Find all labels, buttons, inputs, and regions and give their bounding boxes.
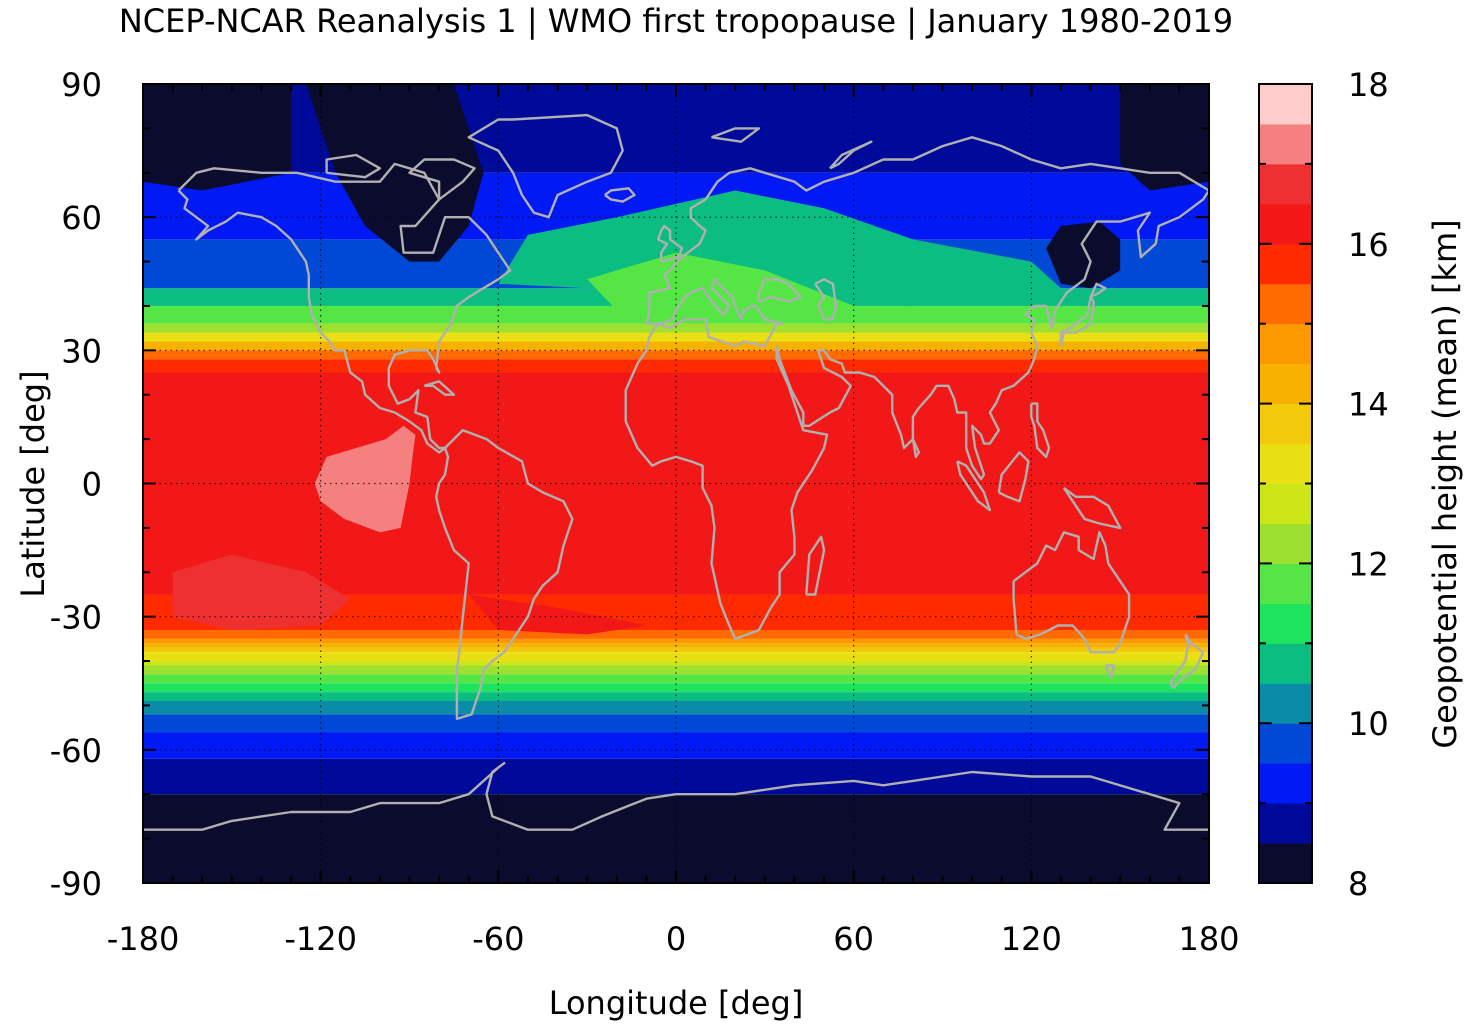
coastline-svalbard bbox=[711, 127, 761, 143]
colorbar-segment-9 bbox=[1259, 483, 1312, 524]
x-axis-label: Longitude [deg] bbox=[549, 984, 804, 1022]
x-tick-label: 120 bbox=[1001, 920, 1062, 958]
x-tick-label: 0 bbox=[666, 920, 686, 958]
coastline-south-america bbox=[435, 429, 574, 720]
y-tick-label: 60 bbox=[61, 199, 102, 237]
colorbar-label: Geopotential height (mean) [km] bbox=[1426, 219, 1464, 748]
coastline-australia bbox=[1012, 531, 1131, 654]
arctic-west-minimum bbox=[143, 84, 292, 191]
coastline-novaya-zemlya bbox=[829, 140, 873, 170]
colorbar-segment-7 bbox=[1259, 563, 1312, 604]
coastline-new-zealand bbox=[1169, 633, 1205, 689]
coastline-caspian bbox=[814, 278, 838, 321]
field-band-13 bbox=[143, 638, 1209, 644]
colorbar-tick-label: 16 bbox=[1348, 226, 1389, 264]
coastline-eurasia-africa bbox=[624, 136, 1209, 641]
colorbar-segment-2 bbox=[1259, 763, 1312, 804]
coastline-antarctica bbox=[143, 761, 1209, 831]
colorbar bbox=[1259, 84, 1312, 884]
east-asia-minimum bbox=[1046, 221, 1121, 289]
colorbar-tick-label: 14 bbox=[1348, 386, 1389, 424]
coastline-madagascar bbox=[805, 535, 826, 596]
y-tick-label: 30 bbox=[61, 332, 102, 370]
y-tick-label: -60 bbox=[50, 732, 102, 770]
colorbar-segment-14 bbox=[1259, 283, 1312, 325]
y-tick-label: -30 bbox=[50, 599, 102, 637]
colorbar-tick-label: 18 bbox=[1348, 66, 1389, 104]
coastline-black-sea bbox=[757, 278, 802, 303]
arctic-east-minimum bbox=[1120, 84, 1209, 191]
coastline-victoria-island bbox=[325, 153, 382, 179]
plot-title: NCEP-NCAR Reanalysis 1 | WMO first tropo… bbox=[119, 2, 1233, 40]
colorbar-segment-8 bbox=[1259, 523, 1312, 564]
field-band-19 bbox=[143, 341, 1209, 351]
colorbar-ticks: 18 16 14 12 10 8 bbox=[1259, 66, 1389, 903]
coastline-sri-lanka bbox=[911, 438, 920, 459]
coastline-borneo bbox=[997, 451, 1030, 503]
y-axis-label: Latitude [deg] bbox=[14, 370, 52, 597]
axes: -180 -120 -60 0 60 120 180 90 60 30 0 -30 -60 -90 bbox=[50, 66, 1240, 958]
south-pacific-local-maximum bbox=[172, 554, 351, 630]
colorbar-segment-19 bbox=[1259, 84, 1312, 125]
colorbar-tick-label: 8 bbox=[1348, 865, 1368, 903]
y-tick-label: 90 bbox=[61, 66, 102, 104]
coastline-new-guinea bbox=[1062, 486, 1122, 530]
coastlines bbox=[143, 113, 1209, 831]
colorbar-segment-0 bbox=[1259, 843, 1312, 884]
colorbar-tick-label: 10 bbox=[1348, 705, 1389, 743]
colorbar-segment-11 bbox=[1259, 403, 1312, 445]
tropical-eastern-pacific-maximum bbox=[314, 425, 416, 533]
y-tick-label: -90 bbox=[50, 865, 102, 903]
coastline-greenland bbox=[467, 113, 624, 219]
field-band-8 bbox=[143, 665, 1209, 675]
colorbar-segment-10 bbox=[1259, 443, 1312, 484]
coastline-baffin bbox=[408, 158, 476, 201]
x-tick-label: 60 bbox=[833, 920, 874, 958]
north-america-minimum bbox=[305, 84, 484, 262]
x-tick-label: -120 bbox=[284, 920, 357, 958]
colorbar-segment-17 bbox=[1259, 163, 1312, 205]
south-atlantic-warm-tongue bbox=[468, 594, 647, 635]
x-tick-label: 180 bbox=[1178, 920, 1239, 958]
coastline-tasmania bbox=[1104, 664, 1116, 678]
y-tick-label: 0 bbox=[82, 466, 102, 504]
coastline-uk bbox=[657, 224, 684, 263]
field-band-6 bbox=[143, 683, 1209, 693]
field-band-11 bbox=[143, 647, 1209, 653]
field-band-4 bbox=[143, 701, 1209, 715]
colorbar-segment-18 bbox=[1259, 123, 1312, 165]
colorbar-segment-6 bbox=[1259, 603, 1312, 644]
grid-lines bbox=[143, 84, 1209, 883]
colorbar-segment-15 bbox=[1259, 243, 1312, 285]
coastline-sumatra bbox=[956, 460, 992, 512]
colorbar-segment-1 bbox=[1259, 803, 1312, 844]
colorbar-segment-4 bbox=[1259, 683, 1312, 724]
coastline-japan bbox=[1059, 282, 1107, 347]
field-band-22 bbox=[143, 305, 1209, 324]
colorbar-segment-13 bbox=[1259, 323, 1312, 365]
coastline-iceland bbox=[604, 187, 636, 203]
field-band-5 bbox=[143, 692, 1209, 702]
coastline-cuba bbox=[423, 380, 456, 396]
colorbar-segment-3 bbox=[1259, 723, 1312, 764]
coastline-north-america bbox=[177, 162, 512, 454]
field-band-21 bbox=[143, 323, 1209, 333]
height-field bbox=[143, 84, 1209, 883]
colorbar-segment-12 bbox=[1259, 363, 1312, 405]
colorbar-segment-5 bbox=[1259, 643, 1312, 684]
x-tick-label: -60 bbox=[472, 920, 524, 958]
coastline-philippines bbox=[1030, 402, 1051, 459]
x-tick-label: -180 bbox=[107, 920, 180, 958]
colorbar-tick-label: 12 bbox=[1348, 545, 1389, 583]
colorbar-segment-16 bbox=[1259, 203, 1312, 245]
field-band-9 bbox=[143, 661, 1209, 666]
